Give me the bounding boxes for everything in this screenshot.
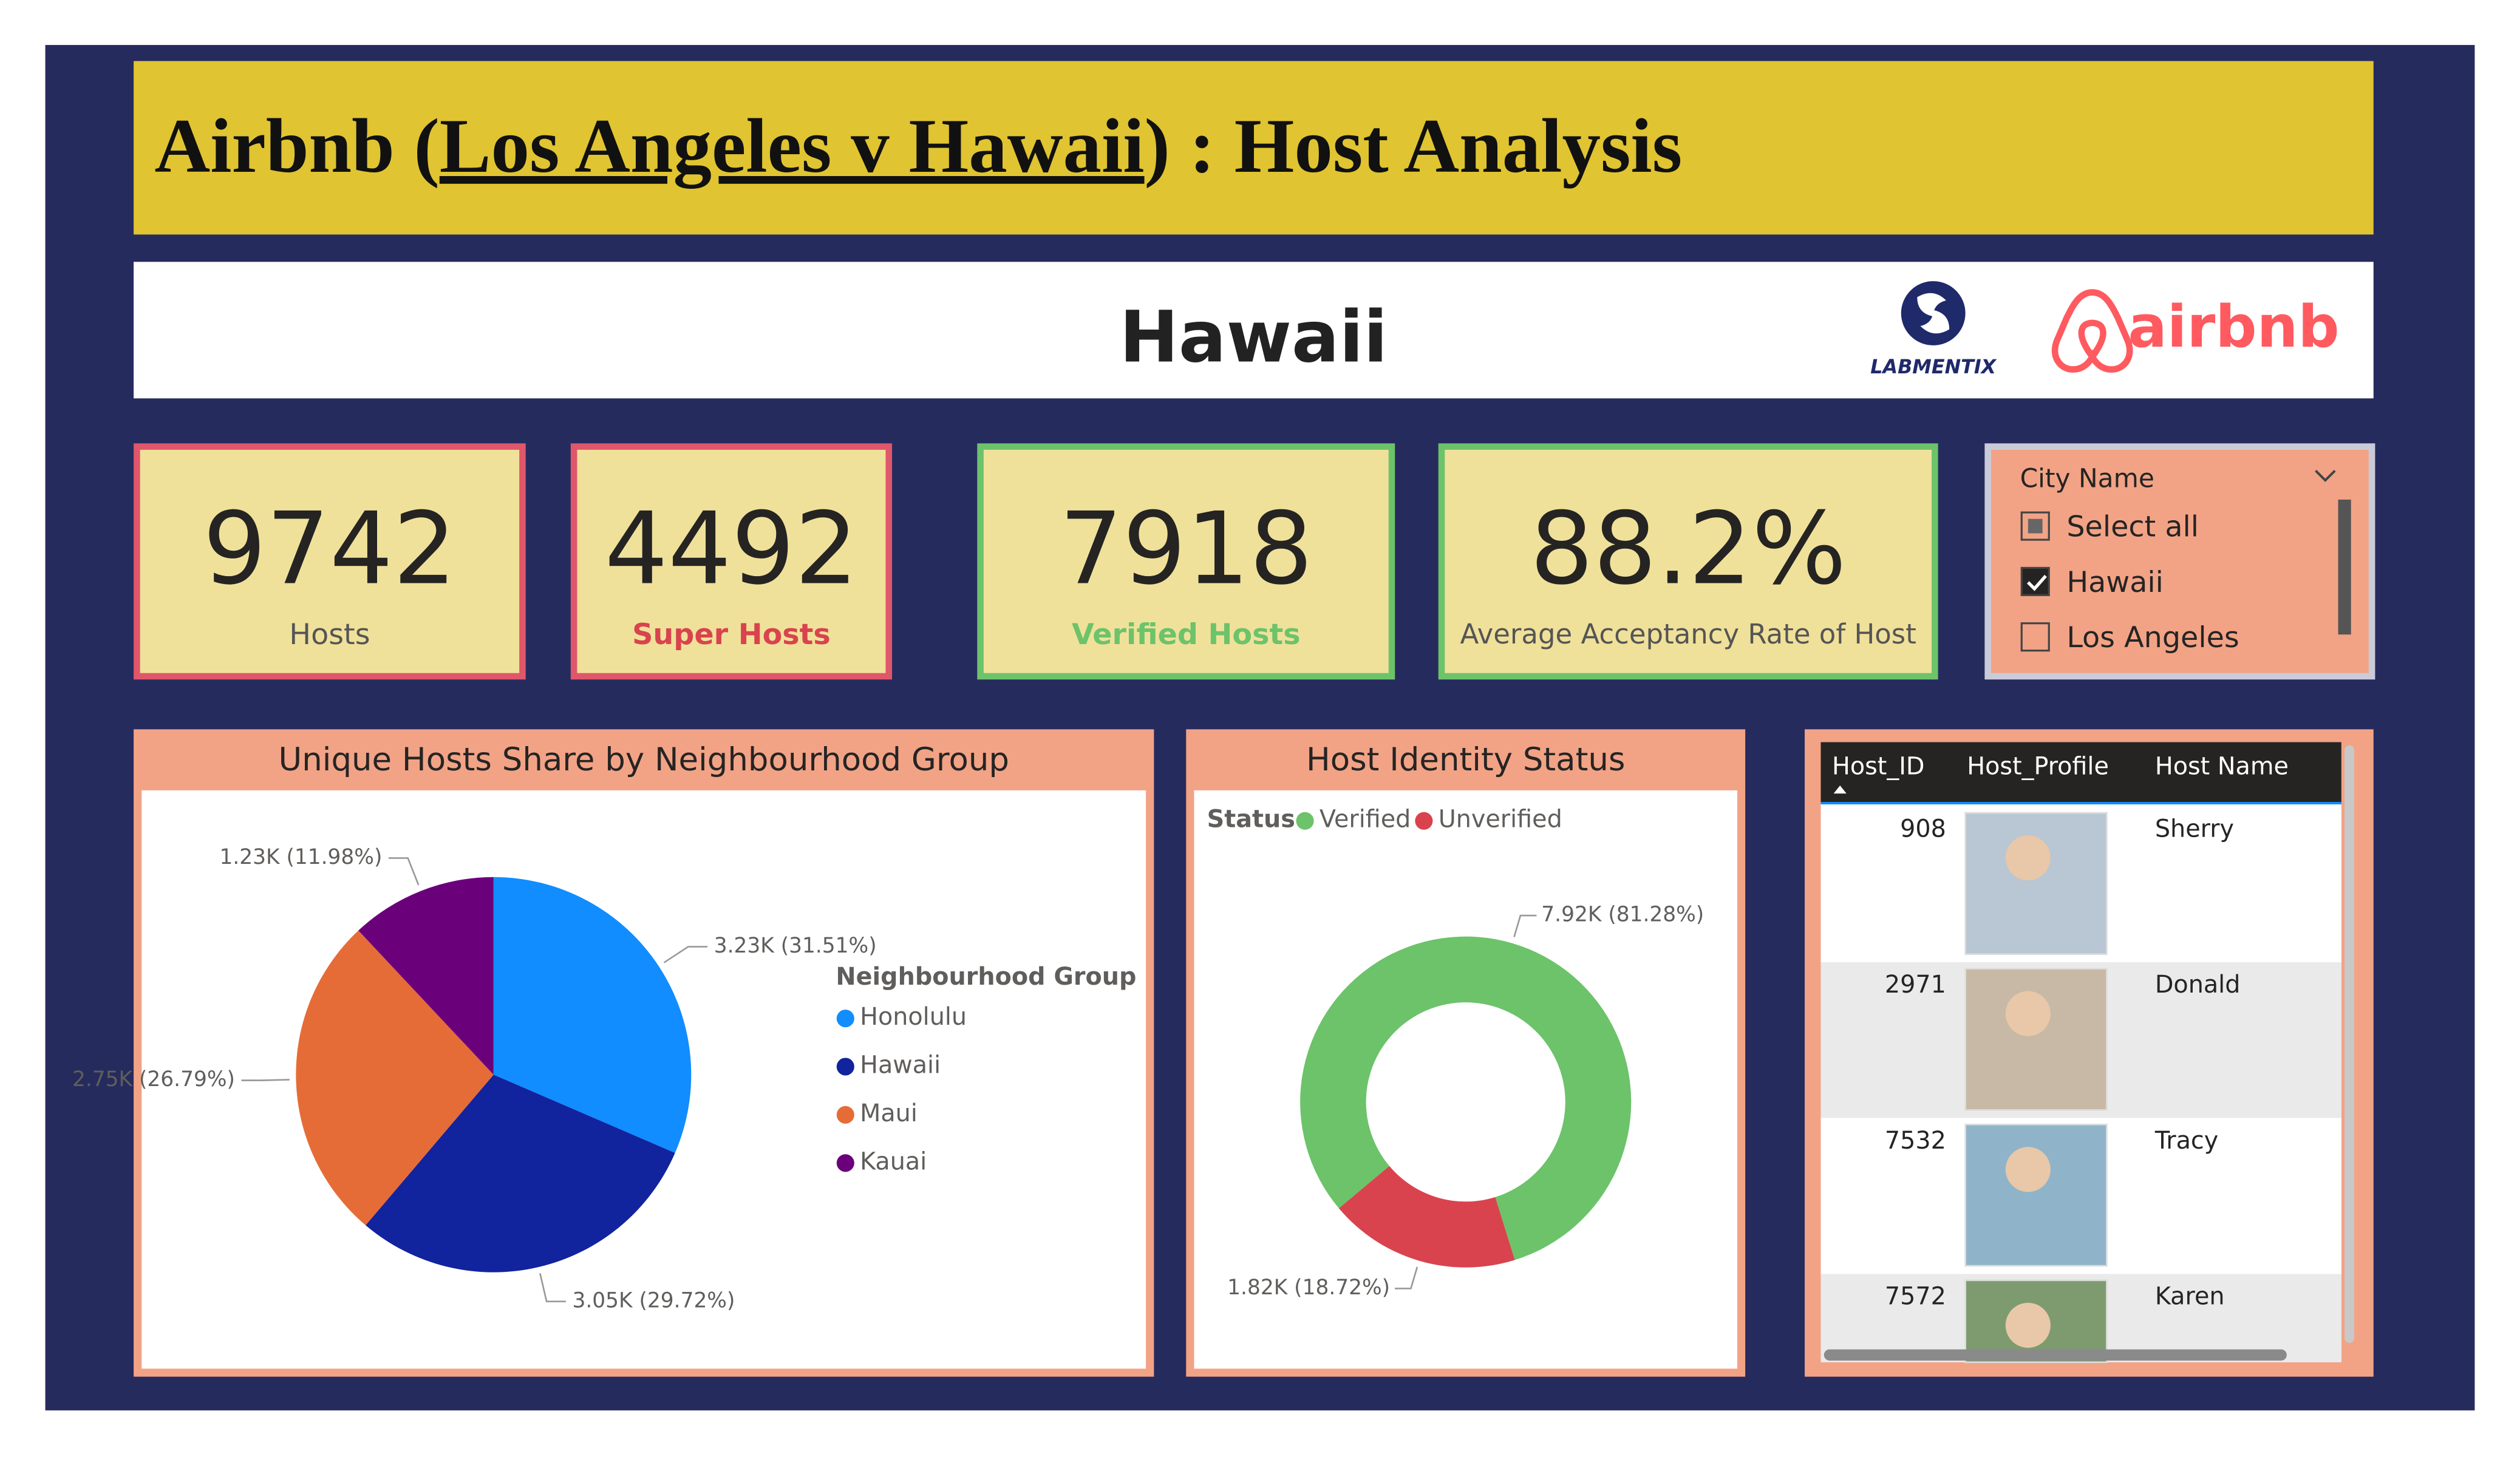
- leader-line: [388, 857, 420, 886]
- legend-marker: [836, 1154, 854, 1172]
- kpi-card: [977, 443, 1395, 680]
- dashboard-title: Airbnb (Los Angeles v Hawaii) : Host Ana…: [154, 104, 1682, 189]
- photo-face: [2005, 991, 2051, 1036]
- host-photo: [1964, 1123, 2108, 1267]
- host-name: Donald: [2155, 971, 2241, 999]
- labmentix-icon: [1901, 281, 1966, 345]
- host-name: Sherry: [2155, 815, 2234, 843]
- legend-label: Hawaii: [860, 1051, 941, 1079]
- photo-face: [2005, 835, 2051, 881]
- leader-line: [1513, 914, 1537, 937]
- host-name: Karen: [2155, 1283, 2225, 1311]
- legend-marker: [836, 1058, 854, 1076]
- title-part: Airbnb (: [154, 104, 439, 189]
- kpi-value: 7918: [1060, 491, 1313, 606]
- vertical-scrollbar[interactable]: [2345, 745, 2354, 1343]
- city-heading: Hawaii: [1119, 296, 1388, 378]
- slicer-chevron: [2315, 469, 2336, 482]
- panel-title: Host Identity Status: [1306, 741, 1625, 778]
- photo-face: [2005, 1302, 2051, 1348]
- host-id: 7532: [1885, 1127, 1946, 1155]
- slicer-option[interactable]: Hawaii: [2066, 566, 2164, 599]
- legend-marker: [836, 1010, 854, 1028]
- legend-label: Maui: [860, 1099, 918, 1127]
- column-header[interactable]: Host_ID: [1832, 752, 1924, 780]
- host-id: 908: [1900, 815, 1946, 843]
- data-label: 2.75K (26.79%): [72, 1067, 235, 1092]
- kpi-label: Average Acceptancy Rate of Host: [1460, 618, 1916, 650]
- slicer-checkbox[interactable]: [2020, 622, 2050, 652]
- slicer-checkbox[interactable]: [2020, 511, 2050, 541]
- kpi-value: 88.2%: [1530, 491, 1847, 606]
- horizontal-scrollbar[interactable]: [1824, 1349, 2287, 1361]
- pie-slice: [493, 877, 692, 1153]
- host-photo: [1964, 812, 2108, 956]
- kpi-value: 9742: [203, 491, 457, 606]
- legend-label: Verified: [1320, 806, 1411, 834]
- title-box: [134, 61, 2374, 235]
- column-header[interactable]: Host_Profile: [1967, 752, 2109, 780]
- kpi-card: [134, 443, 526, 680]
- slicer-option[interactable]: Los Angeles: [2066, 621, 2239, 654]
- photo-face: [2005, 1147, 2051, 1192]
- legend-label: Kauai: [860, 1147, 927, 1175]
- data-label: 7.92K (81.28%): [1541, 903, 1704, 927]
- title-part: Los Angeles v Hawaii: [440, 104, 1145, 189]
- legend-title: Neighbourhood Group: [836, 963, 1136, 991]
- kpi-label: Hosts: [289, 618, 370, 651]
- airbnb-icon: [2051, 289, 2133, 373]
- partial-mark: [2028, 518, 2043, 534]
- legend-marker: [836, 1105, 854, 1124]
- data-label: 3.23K (31.51%): [714, 934, 877, 958]
- kpi-label: Verified Hosts: [1072, 618, 1301, 651]
- leader-line: [241, 1079, 290, 1081]
- leader-line: [663, 946, 708, 963]
- slicer-title: City Name: [2020, 464, 2154, 494]
- host-photo: [1964, 968, 2108, 1111]
- data-label: 1.82K (18.72%): [1227, 1275, 1390, 1300]
- legend-label: Honolulu: [860, 1003, 967, 1031]
- panel-title: Unique Hosts Share by Neighbourhood Grou…: [278, 741, 1009, 778]
- airbnb-logo: airbnb: [2128, 294, 2339, 361]
- slicer-option[interactable]: Select all: [2066, 511, 2199, 544]
- pie-slice: [296, 930, 494, 1226]
- kpi-label: Super Hosts: [632, 618, 831, 651]
- table-header: [1820, 742, 2341, 804]
- pie-slice: [366, 1075, 675, 1272]
- panel-body: [1194, 790, 1737, 1369]
- host-name: Tracy: [2154, 1127, 2218, 1155]
- pie-slice: [358, 877, 494, 1075]
- slicer-checkbox[interactable]: [2020, 566, 2050, 596]
- kpi-value: 4492: [605, 491, 859, 606]
- kpi-card: [570, 443, 893, 680]
- host-id: 2971: [1885, 971, 1946, 999]
- slicer-scrollbar: [2338, 499, 2351, 635]
- donut-segment: [1300, 936, 1632, 1260]
- legend-marker: [1296, 812, 1314, 830]
- legend-marker: [1415, 812, 1433, 830]
- data-label: 1.23K (11.98%): [219, 845, 382, 869]
- kpi-card: [1438, 443, 1938, 680]
- column-header[interactable]: Host Name: [2155, 752, 2289, 780]
- leader-line: [539, 1273, 566, 1303]
- title-part: ) : Host Analysis: [1145, 104, 1683, 189]
- banner: [134, 262, 2374, 399]
- slicer: [1984, 443, 2375, 680]
- sort-arrow: [1833, 785, 1847, 794]
- donut-segment: [1338, 1166, 1515, 1268]
- checkmark: [2026, 574, 2047, 591]
- data-label: 3.05K (29.72%): [572, 1288, 735, 1313]
- legend-title: Status: [1207, 806, 1295, 834]
- labmentix-logo: LABMENTIX: [1870, 356, 1997, 378]
- legend-label: Unverified: [1439, 806, 1562, 834]
- host-id: 7572: [1885, 1283, 1946, 1311]
- leader-line: [1395, 1266, 1418, 1289]
